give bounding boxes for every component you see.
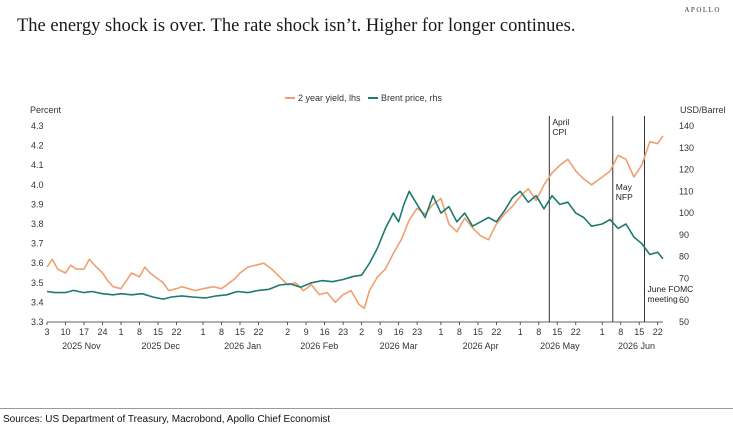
y2-tick-label: 80 [679,252,689,262]
y-tick-label: 3.9 [31,199,44,209]
y2-tick-label: 100 [679,208,694,218]
chart-title: The energy shock is over. The rate shock… [17,16,576,36]
x-tick-label: 22 [571,327,581,337]
event-label: April [552,117,569,127]
y2-tick-label: 130 [679,143,694,153]
x-month-label: 2026 Feb [300,341,338,351]
x-tick-label: 1 [119,327,124,337]
y2-tick-label: 90 [679,230,689,240]
x-tick-label: 9 [304,327,309,337]
left-axis-label: Percent [30,105,62,115]
y2-tick-label: 60 [679,295,689,305]
x-tick-label: 22 [491,327,501,337]
x-tick-label: 1 [438,327,443,337]
y2-tick-label: 110 [679,186,693,196]
x-month-label: 2025 Dec [141,341,180,351]
legend: 2 year yield, lhs Brent price, rhs [285,93,443,103]
brent-series-line [46,190,664,300]
x-tick-label: 15 [473,327,483,337]
y-tick-label: 3.6 [31,258,44,268]
series-layer [46,135,664,310]
legend-label: 2 year yield, lhs [298,93,361,103]
y-tick-label: 3.3 [31,317,44,327]
brand-logo: APOLLO [684,6,721,14]
x-tick-label: 8 [536,327,541,337]
y2-tick-label: 120 [679,165,694,175]
y-tick-label: 4.2 [31,141,44,151]
x-tick-label: 10 [60,327,70,337]
legend-label: Brent price, rhs [381,93,443,103]
x-tick-label: 3 [44,327,49,337]
event-label: June FOMC [647,284,693,294]
y-tick-label: 4.1 [31,160,44,170]
x-tick-label: 2 [359,327,364,337]
x-tick-label: 15 [235,327,245,337]
x-tick-label: 15 [552,327,562,337]
x-tick-label: 8 [219,327,224,337]
x-tick-label: 16 [394,327,404,337]
x-tick-label: 22 [172,327,182,337]
y-tick-label: 4.3 [31,121,44,131]
x-tick-label: 9 [378,327,383,337]
y-tick-label: 3.5 [31,278,44,288]
y2-tick-label: 70 [679,273,689,283]
x-tick-label: 24 [98,327,108,337]
y-tick-label: 3.8 [31,219,44,229]
x-tick-label: 8 [618,327,623,337]
x-tick-label: 15 [153,327,163,337]
x-tick-label: 22 [653,327,663,337]
x-month-label: 2026 Jan [224,341,261,351]
x-tick-label: 23 [412,327,422,337]
x-tick-label: 1 [518,327,523,337]
x-tick-label: 15 [634,327,644,337]
event-label: May [616,182,633,192]
x-tick-label: 23 [338,327,348,337]
y2-tick-label: 140 [679,121,694,131]
x-month-label: 2026 Apr [463,341,499,351]
source-note: Sources: US Department of Treasury, Macr… [0,408,733,431]
yield-series-line [46,135,664,310]
y-tick-label: 4.0 [31,180,44,190]
event-label: NFP [616,192,633,202]
y2-tick-label: 50 [679,317,689,327]
x-month-label: 2026 Jun [618,341,655,351]
x-tick-label: 16 [320,327,330,337]
y-tick-label: 3.4 [31,297,44,307]
x-tick-label: 22 [253,327,263,337]
right-axis-label: USD/Barrel [680,105,726,115]
x-month-label: 2025 Nov [62,341,101,351]
x-tick-label: 1 [600,327,605,337]
y-tick-label: 3.7 [31,239,44,249]
chart-area: 3.3 3.4 3.5 3.6 3.7 3.8 3.9 4.0 4.1 4.2 4.3 50 60 70 8… [30,93,726,351]
x-tick-label: 8 [137,327,142,337]
event-label: meeting [647,294,678,304]
x-month-label: 2026 May [540,341,580,351]
axis-layer: 3.3 3.4 3.5 3.6 3.7 3.8 3.9 4.0 4.1 4.2 4.3 50 60 70 8… [31,121,694,351]
x-tick-label: 2 [285,327,290,337]
x-month-label: 2026 Mar [380,341,418,351]
x-tick-label: 8 [457,327,462,337]
x-tick-label: 17 [79,327,89,337]
event-label: CPI [552,127,566,137]
x-tick-label: 1 [200,327,205,337]
